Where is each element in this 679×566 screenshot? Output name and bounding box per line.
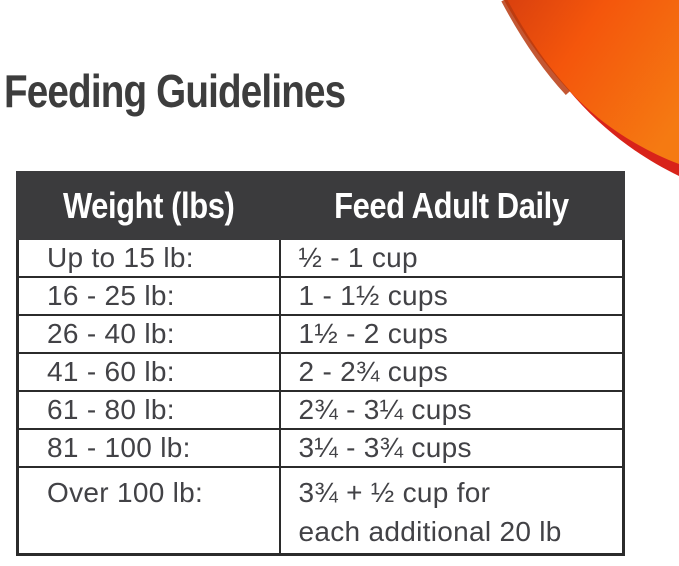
weight-cell: 41 - 60 lb: [16, 351, 281, 392]
feed-cell: 1½ - 2 cups [278, 313, 625, 354]
table-header-row: Weight (lbs) Feed Adult Daily [16, 171, 625, 240]
feed-column-header-label: Feed Adult Daily [334, 184, 569, 226]
table-row: 61 - 80 lb: 2¾ - 3¼ cups [16, 389, 625, 430]
weight-column-header-label: Weight (lbs) [62, 184, 235, 226]
weight-column-header: Weight (lbs) [16, 171, 281, 240]
table-row: 16 - 25 lb: 1 - 1½ cups [16, 275, 625, 316]
swoosh-dark-edge [501, 0, 571, 96]
table-row: 26 - 40 lb: 1½ - 2 cups [16, 313, 625, 354]
feeding-guidelines-table: Weight (lbs) Feed Adult Daily Up to 15 l… [16, 171, 625, 556]
weight-cell: 16 - 25 lb: [16, 275, 281, 316]
table-row: Over 100 lb: 3¾ + ½ cup for each additio… [16, 465, 625, 556]
weight-cell: 61 - 80 lb: [16, 389, 281, 430]
feed-cell: ½ - 1 cup [278, 237, 625, 278]
table-row: Up to 15 lb: ½ - 1 cup [16, 237, 625, 278]
feed-cell: 3¼ - 3¾ cups [278, 427, 625, 468]
weight-cell: Up to 15 lb: [16, 237, 281, 278]
swoosh-orange-body [504, 0, 679, 164]
feed-cell: 1 - 1½ cups [278, 275, 625, 316]
feed-cell: 2¾ - 3¼ cups [278, 389, 625, 430]
feed-column-header: Feed Adult Daily [278, 171, 625, 240]
table-row: 81 - 100 lb: 3¼ - 3¾ cups [16, 427, 625, 468]
table-row: 41 - 60 lb: 2 - 2¾ cups [16, 351, 625, 392]
weight-cell: 81 - 100 lb: [16, 427, 281, 468]
feed-cell: 2 - 2¾ cups [278, 351, 625, 392]
swoosh-red-underside [547, 50, 679, 176]
page-title: Feeding Guidelines [4, 65, 346, 117]
weight-cell: Over 100 lb: [16, 465, 281, 556]
feed-cell: 3¾ + ½ cup for each additional 20 lb [278, 465, 625, 556]
weight-cell: 26 - 40 lb: [16, 313, 281, 354]
